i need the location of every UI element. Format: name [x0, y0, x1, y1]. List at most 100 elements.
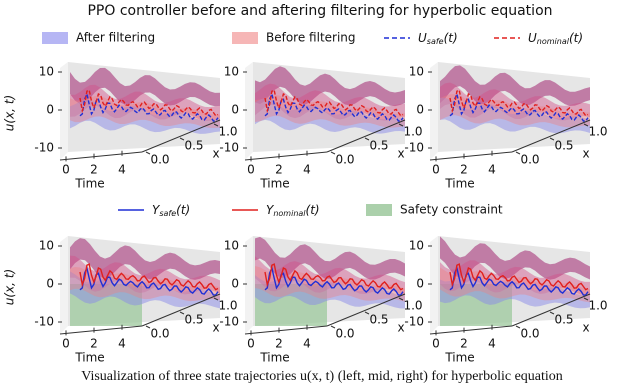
z-tick-label: -10 — [34, 141, 54, 155]
surface — [70, 99, 220, 134]
time-tick-label: 2 — [460, 337, 468, 351]
x-axis-label: x — [212, 147, 219, 161]
surface — [440, 236, 590, 280]
z-tick-label: 10 — [409, 65, 424, 79]
time-axis-label: Time — [444, 351, 474, 365]
time-axis — [429, 325, 513, 335]
legend-symbol: U — [528, 31, 537, 45]
trajectory — [449, 89, 589, 117]
legend-subscript: nominal — [537, 37, 570, 46]
x-tick-label: 0.5 — [184, 139, 203, 153]
legend-label: Unominal(t) — [528, 31, 583, 46]
x-tick-label: 0.5 — [554, 313, 573, 327]
x-tick — [398, 123, 404, 127]
x-axis-label: x — [212, 321, 219, 335]
x-tick — [145, 325, 151, 329]
trajectory — [79, 89, 219, 117]
legend-label: Usafe(t) — [418, 31, 458, 46]
panel: -10 0 10 u(x, t) 0 2 4 Time 0.0 0.5 1.0 x — [3, 62, 238, 191]
trajectory — [264, 89, 404, 117]
surface — [255, 275, 405, 309]
x-tick-label: 1.0 — [403, 125, 422, 139]
x-tick — [549, 311, 555, 315]
x-tick — [583, 123, 589, 127]
legend-subscript: safe — [427, 37, 444, 46]
legend-arg: (t) — [444, 31, 458, 45]
x-tick-label: 0.5 — [369, 313, 388, 327]
z-tick-label: 10 — [409, 239, 424, 253]
x-tick-label: 0.5 — [184, 313, 203, 327]
x-tick-label: 1.0 — [218, 299, 237, 313]
caption: Visualization of three state trajectorie… — [81, 369, 563, 383]
x-axis — [326, 119, 406, 153]
x-axis — [141, 293, 221, 327]
surface — [440, 274, 590, 309]
time-axis — [244, 151, 328, 161]
z-tick-label: 0 — [416, 103, 424, 117]
trajectory — [264, 265, 404, 296]
x-tick — [398, 297, 404, 301]
trajectory — [264, 91, 404, 122]
legend-symbol: U — [418, 31, 427, 45]
panel: -10 0 10 0 2 4 Time 0.0 0.5 1.0 x — [404, 236, 608, 365]
time-axis-label: Time — [259, 177, 289, 191]
surface — [440, 97, 590, 134]
x-tick — [364, 311, 370, 315]
surface — [255, 236, 405, 280]
time-tick-label: 2 — [90, 337, 98, 351]
panel: -10 0 10 0 2 4 Time 0.0 0.5 1.0 x — [219, 62, 423, 191]
legend-swatch — [42, 32, 68, 44]
time-tick-label: 0 — [247, 163, 255, 177]
x-tick — [179, 311, 185, 315]
panel: -10 0 10 0 2 4 Time 0.0 0.5 1.0 x — [219, 236, 423, 365]
z-axis-label: u(x, t) — [3, 95, 17, 131]
legend-label: After filtering — [76, 31, 155, 45]
x-tick-label: 0.0 — [520, 327, 539, 341]
legend-item: Safety constraint — [366, 203, 503, 217]
time-axis-label: Time — [259, 351, 289, 365]
surface — [70, 238, 220, 280]
x-tick-label: 1.0 — [403, 299, 422, 313]
legend-label: Ynominal(t) — [266, 203, 320, 218]
z-tick-label: -10 — [34, 315, 54, 329]
time-axis — [59, 151, 143, 161]
side-pane — [430, 236, 438, 334]
z-tick-label: 10 — [39, 65, 54, 79]
legend-arg: (t) — [176, 203, 190, 217]
x-tick — [213, 123, 219, 127]
surface — [70, 67, 220, 107]
time-tick-label: 2 — [90, 163, 98, 177]
x-tick — [515, 325, 521, 329]
side-pane — [60, 62, 68, 160]
z-tick-label: 10 — [39, 239, 54, 253]
surface — [70, 271, 220, 309]
legend-item: Unominal(t) — [494, 31, 583, 46]
time-tick-label: 4 — [488, 163, 496, 177]
legend-label: Before filtering — [266, 31, 356, 45]
trajectory — [449, 263, 589, 291]
time-axis — [59, 325, 143, 335]
legend-swatch — [232, 32, 258, 44]
panel: -10 0 10 0 2 4 Time 0.0 0.5 1.0 x — [404, 62, 608, 191]
legend-subscript: safe — [159, 209, 176, 218]
z-tick-label: -10 — [404, 141, 424, 155]
x-axis — [141, 119, 221, 153]
x-axis — [511, 293, 591, 327]
x-tick — [583, 297, 589, 301]
x-tick-label: 1.0 — [218, 125, 237, 139]
legend-arg: (t) — [306, 203, 320, 217]
x-axis — [326, 293, 406, 327]
z-tick-label: -10 — [219, 315, 239, 329]
time-tick-label: 0 — [62, 337, 70, 351]
x-tick-label: 0.0 — [335, 327, 354, 341]
trajectory — [264, 263, 404, 291]
figure-title: PPO controller before and aftering filte… — [87, 3, 552, 19]
x-axis-label: x — [397, 321, 404, 335]
z-tick-label: -10 — [219, 141, 239, 155]
trajectory — [449, 91, 589, 122]
legend-label: Safety constraint — [400, 203, 503, 217]
legend-item: Ynominal(t) — [232, 203, 320, 218]
time-tick-label: 4 — [118, 337, 126, 351]
time-axis — [244, 325, 328, 335]
